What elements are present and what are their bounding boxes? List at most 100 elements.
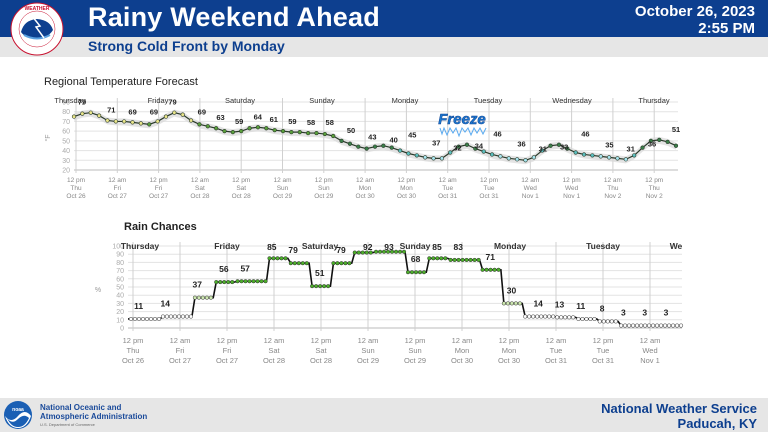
svg-text:Nov 2: Nov 2 (646, 193, 663, 200)
svg-text:Thu: Thu (127, 346, 140, 355)
svg-text:60: 60 (116, 276, 124, 283)
svg-text:14: 14 (533, 299, 543, 309)
svg-text:Sun: Sun (361, 346, 374, 355)
svg-text:Sat: Sat (195, 185, 205, 192)
svg-text:51: 51 (672, 125, 680, 134)
svg-text:Oct 27: Oct 27 (149, 193, 169, 200)
svg-text:93: 93 (384, 242, 394, 252)
svg-text:We: We (670, 241, 683, 251)
svg-text:12 pm: 12 pm (645, 177, 663, 184)
svg-text:Tuesday: Tuesday (474, 96, 503, 105)
svg-text:WEATHER: WEATHER (25, 6, 50, 12)
issued-time: 2:55 PM (698, 20, 755, 37)
footer-bar (0, 398, 768, 432)
svg-text:Tuesday: Tuesday (586, 241, 620, 251)
svg-text:12 pm: 12 pm (593, 336, 614, 345)
svg-text:Tue: Tue (550, 346, 563, 355)
svg-text:%: % (95, 287, 101, 294)
svg-text:Sunday: Sunday (309, 96, 335, 105)
svg-text:Oct 30: Oct 30 (397, 193, 417, 200)
svg-text:12 am: 12 am (356, 177, 374, 184)
svg-text:36: 36 (648, 139, 656, 148)
svg-text:Thu: Thu (607, 185, 619, 192)
svg-text:Saturday: Saturday (302, 241, 339, 251)
svg-text:12 am: 12 am (439, 177, 457, 184)
svg-text:Fri: Fri (155, 185, 163, 192)
svg-text:Saturday: Saturday (225, 96, 255, 105)
subheader-bar (0, 37, 768, 57)
svg-text:30: 30 (507, 285, 517, 295)
svg-text:59: 59 (235, 117, 243, 126)
svg-text:Monday: Monday (392, 96, 419, 105)
svg-text:61: 61 (270, 115, 278, 124)
svg-text:85: 85 (267, 242, 277, 252)
svg-text:Thu: Thu (649, 185, 661, 192)
svg-text:12 am: 12 am (546, 336, 567, 345)
svg-text:Sun: Sun (318, 185, 330, 192)
svg-text:57: 57 (240, 263, 250, 273)
svg-text:37: 37 (432, 138, 440, 147)
svg-text:Oct 27: Oct 27 (108, 193, 128, 200)
svg-text:Oct 27: Oct 27 (216, 356, 238, 365)
svg-text:45: 45 (408, 131, 416, 140)
svg-text:46: 46 (493, 130, 501, 139)
svg-text:Oct 27: Oct 27 (169, 356, 191, 365)
svg-text:12 am: 12 am (452, 336, 473, 345)
svg-text:Oct 31: Oct 31 (545, 356, 567, 365)
svg-text:Fri: Fri (176, 346, 185, 355)
svg-text:Fri: Fri (114, 185, 122, 192)
svg-text:30: 30 (116, 301, 124, 308)
svg-text:51: 51 (315, 268, 325, 278)
svg-text:12 pm: 12 pm (311, 336, 332, 345)
svg-text:12 am: 12 am (191, 177, 209, 184)
svg-text:36: 36 (517, 139, 525, 148)
svg-text:31: 31 (539, 144, 547, 153)
svg-text:Friday: Friday (148, 96, 169, 105)
noaa-department: U.S. Department of Commerce (40, 422, 95, 427)
svg-text:Oct 31: Oct 31 (438, 193, 458, 200)
svg-text:83: 83 (454, 242, 464, 252)
svg-text:Oct 29: Oct 29 (404, 356, 426, 365)
svg-text:Sat: Sat (315, 346, 327, 355)
svg-text:Sun: Sun (277, 185, 289, 192)
svg-text:69: 69 (150, 107, 158, 116)
svg-text:Oct 28: Oct 28 (232, 193, 252, 200)
svg-text:12 am: 12 am (108, 177, 126, 184)
svg-text:59: 59 (288, 117, 296, 126)
svg-text:50: 50 (116, 285, 124, 292)
svg-text:Wed: Wed (642, 346, 657, 355)
svg-text:Thursday: Thursday (638, 96, 670, 105)
page-title: Rainy Weekend Ahead (88, 2, 380, 32)
svg-text:Monday: Monday (494, 241, 526, 251)
svg-text:12 am: 12 am (604, 177, 622, 184)
issued-date: October 26, 2023 (634, 3, 755, 20)
svg-text:11: 11 (134, 301, 143, 311)
noaa-name: National Oceanic and Atmospheric Adminis… (40, 403, 148, 421)
svg-text:34: 34 (475, 141, 484, 150)
svg-text:79: 79 (288, 245, 298, 255)
svg-text:20: 20 (116, 309, 124, 316)
svg-text:11: 11 (576, 301, 585, 311)
svg-text:90: 90 (62, 100, 70, 107)
svg-text:64: 64 (254, 112, 263, 121)
svg-text:Nov 1: Nov 1 (640, 356, 660, 365)
svg-text:70: 70 (62, 119, 70, 126)
svg-text:43: 43 (368, 133, 376, 142)
svg-text:12 pm: 12 pm (232, 177, 250, 184)
svg-text:Oct 28: Oct 28 (263, 356, 285, 365)
svg-text:8: 8 (600, 303, 605, 313)
svg-text:Wednesday: Wednesday (552, 96, 592, 105)
svg-text:Nov 1: Nov 1 (563, 193, 580, 200)
svg-text:Oct 30: Oct 30 (498, 356, 520, 365)
svg-text:80: 80 (116, 260, 124, 267)
svg-text:80: 80 (62, 109, 70, 116)
svg-text:3: 3 (621, 308, 626, 318)
svg-text:33: 33 (560, 142, 568, 151)
svg-text:20: 20 (62, 168, 70, 175)
svg-text:50: 50 (62, 138, 70, 145)
svg-text:Sat: Sat (268, 346, 280, 355)
svg-text:12 pm: 12 pm (499, 336, 520, 345)
svg-text:Mon: Mon (502, 346, 517, 355)
